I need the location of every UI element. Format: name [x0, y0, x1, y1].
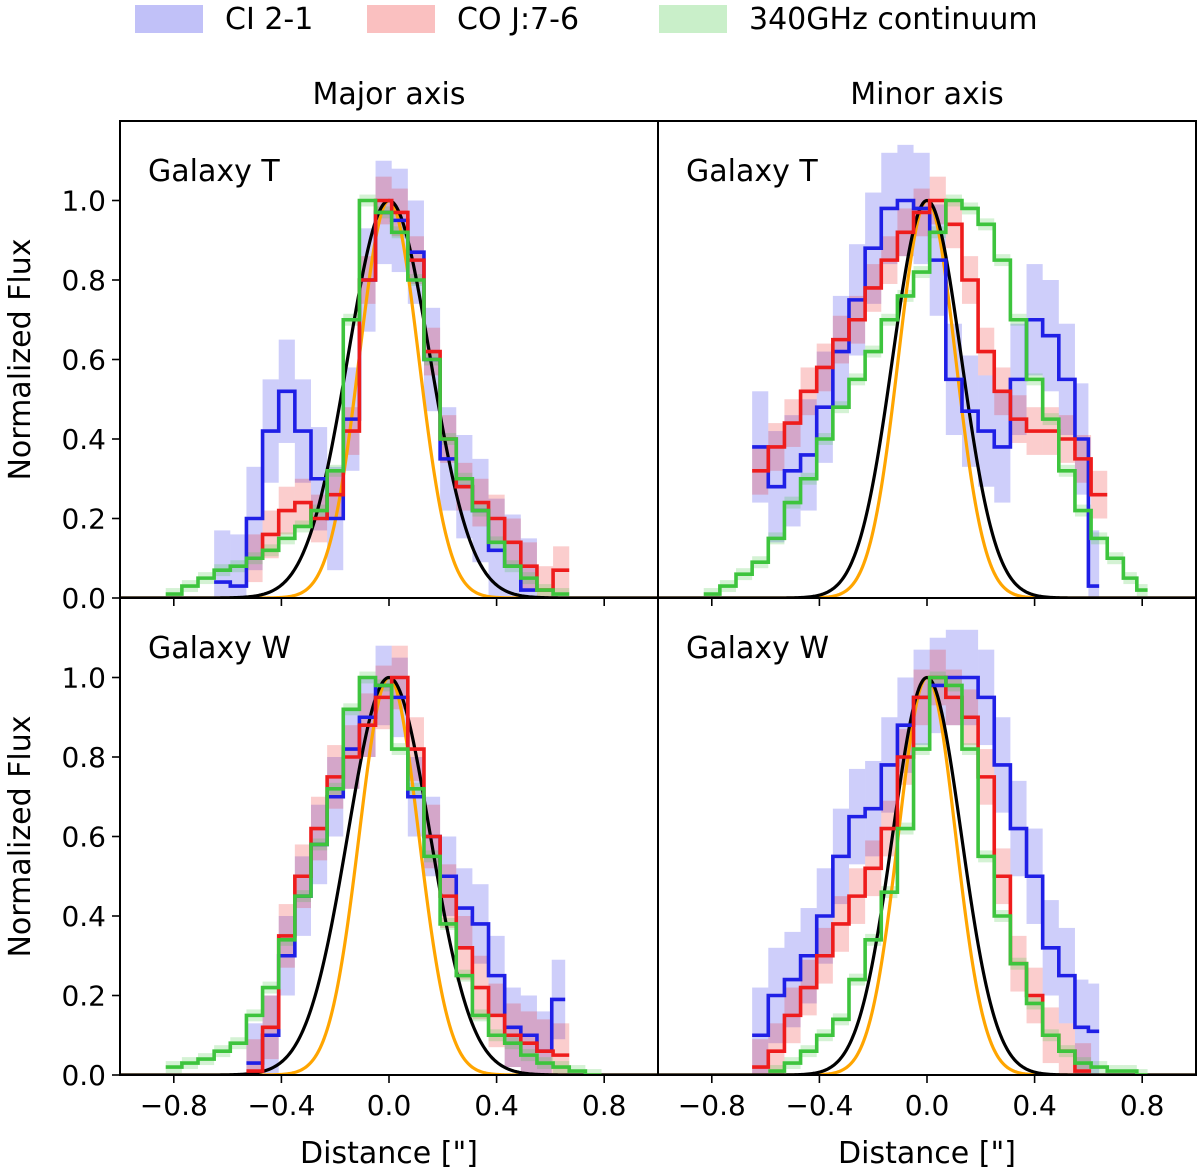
error-band-0-21	[1088, 983, 1100, 1075]
legend-entry-0: CI 2-1	[135, 2, 313, 37]
error-band-2-26	[585, 1069, 602, 1075]
legend-swatch	[659, 5, 727, 33]
y-axis-label-1: Normalized Flux	[3, 715, 38, 957]
legend-swatch	[367, 5, 435, 33]
beam-orange-curve	[120, 675, 658, 1075]
y-tick-label: 0.8	[61, 741, 106, 774]
error-band-2-23	[1136, 1069, 1148, 1075]
x-tick-label: 0.4	[1012, 1089, 1057, 1122]
plot-area	[658, 144, 1196, 598]
series-line-co-j-7-6	[752, 198, 1108, 497]
legend-label: CI 2-1	[225, 2, 313, 37]
legend-label: CO J:7-6	[457, 2, 579, 37]
x-tick-label: −0.8	[140, 1089, 208, 1122]
series-line-340ghz-continuum	[703, 198, 1148, 596]
y-tick-label: 0.4	[61, 423, 106, 456]
y-tick-label: 0.8	[61, 264, 106, 297]
error-band-0-0	[752, 987, 769, 1075]
error-band-0-18	[504, 514, 521, 598]
legend-swatch	[135, 5, 203, 33]
error-band-1-1	[768, 1023, 785, 1075]
y-tick-label: 1.0	[61, 185, 106, 218]
panel-major-W: Galaxy W −0.8 −0.4 0.0 0.4 0.8 0.0 0.2 0.4 0.6 0.8…	[61, 597, 659, 1122]
legend-entry-2: 340GHz continuum	[659, 2, 1038, 37]
panel-label: Galaxy W	[148, 631, 291, 666]
series-line-340ghz-continuum	[165, 675, 602, 1075]
column-titles: Major axis Minor axis	[313, 77, 1004, 112]
error-band-1-19	[553, 1023, 570, 1075]
panel-label: Galaxy T	[686, 154, 818, 189]
panel-label: Galaxy T	[148, 154, 280, 189]
x-tick-label: −0.4	[247, 1089, 315, 1122]
panel-minor-W: Galaxy W −0.8 −0.4 0.0 0.4 0.8	[657, 597, 1197, 1122]
legend: CI 2-1 CO J:7-6 340GHz continuum	[135, 2, 1038, 37]
y-tick-label: 0.6	[61, 821, 106, 854]
beam-black-curve	[120, 675, 658, 1075]
beam-black-curve	[658, 198, 1196, 598]
x-tick-label: 0.0	[905, 1089, 950, 1122]
x-tick-label: 0.0	[367, 1089, 412, 1122]
error-band-0-21	[1088, 530, 1100, 598]
x-tick-label: 0.8	[582, 1089, 627, 1122]
error-band-0-18	[536, 1011, 552, 1075]
y-tick-label: 0.0	[61, 582, 106, 615]
y-tick-label: 0.2	[61, 980, 106, 1013]
error-band-1-19	[1058, 1023, 1075, 1075]
panel-major-T: Galaxy T 0.0 0.2 0.4 0.6 0.8 1.0	[61, 120, 659, 615]
error-band-1-20	[1074, 1043, 1092, 1075]
error-band-1-18	[536, 1019, 554, 1075]
error-band-1-0	[752, 1039, 769, 1075]
series-line-co-j-7-6	[246, 675, 570, 1073]
x-tick-label: −0.8	[678, 1089, 746, 1122]
error-band-0-17	[488, 498, 505, 598]
series-line-340ghz-continuum	[165, 198, 570, 596]
error-band-0-19	[520, 538, 537, 598]
x-axis-label-1: Distance ["]	[838, 1136, 1016, 1171]
y-tick-label: 0.2	[61, 503, 106, 536]
panel-minor-T: Galaxy T	[657, 120, 1197, 606]
plot-area	[120, 160, 658, 598]
x-tick-label: 0.8	[1120, 1089, 1165, 1122]
x-tick-label: −0.4	[785, 1089, 853, 1122]
legend-entry-1: CO J:7-6	[367, 2, 579, 37]
series-line-co-j-7-6	[752, 675, 1092, 1073]
plot-area	[120, 645, 658, 1075]
y-tick-label: 0.4	[61, 900, 106, 933]
x-axis-label-0: Distance ["]	[300, 1136, 478, 1171]
panel-label: Galaxy W	[686, 631, 829, 666]
legend-label: 340GHz continuum	[749, 2, 1038, 37]
y-axis-label-0: Normalized Flux	[3, 238, 38, 480]
plot-area	[658, 629, 1196, 1075]
column-title-1: Minor axis	[850, 77, 1004, 112]
axis-labels: Distance ["] Distance ["] Normalized Flux N…	[3, 238, 1016, 1171]
x-tick-label: 0.4	[474, 1089, 519, 1122]
series-line-340ghz-continuum	[768, 675, 1148, 1075]
column-title-0: Major axis	[313, 77, 466, 112]
y-tick-label: 0.6	[61, 344, 106, 377]
y-tick-label: 0.0	[61, 1059, 106, 1092]
beam-black-curve	[658, 675, 1196, 1075]
y-tick-label: 1.0	[61, 662, 106, 695]
error-band-1-0	[246, 1039, 263, 1075]
error-band-0-0	[214, 530, 231, 598]
